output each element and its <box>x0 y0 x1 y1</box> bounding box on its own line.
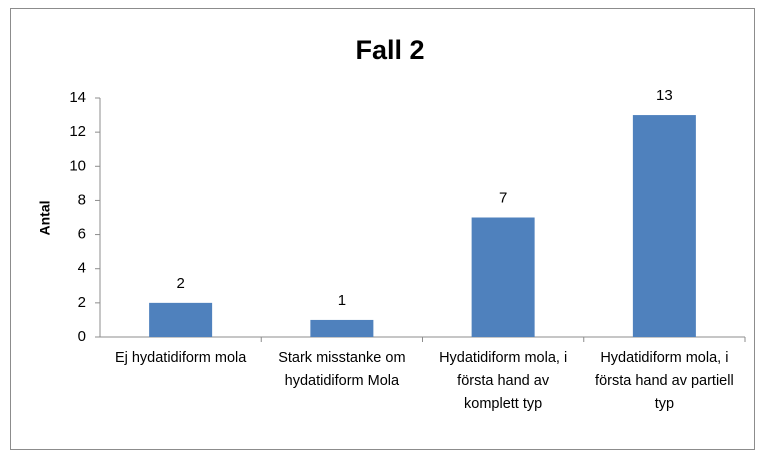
bar <box>471 217 535 337</box>
x-tick-label: Hydatidiform mola, i första hand av komp… <box>439 350 568 412</box>
chart-frame <box>10 8 755 450</box>
y-tick-label: 2 <box>78 294 86 311</box>
y-tick-label: 0 <box>78 328 86 345</box>
y-tick-label: 12 <box>69 123 86 140</box>
data-label: 13 <box>656 87 673 104</box>
x-tick-label: Ej hydatidiform mola <box>114 350 247 366</box>
bar <box>310 319 374 337</box>
data-label: 1 <box>338 292 346 309</box>
y-tick-label: 14 <box>69 89 86 106</box>
x-tick-label: Stark misstanke om hydatidiform Mola <box>278 350 406 389</box>
bar <box>149 302 213 337</box>
x-tick-label: Hydatidiform mola, i första hand av part… <box>595 350 734 412</box>
bar <box>632 115 696 337</box>
chart-title: Fall 2 <box>355 35 424 65</box>
y-tick-label: 10 <box>69 157 86 174</box>
data-label: 2 <box>176 275 184 292</box>
y-axis-label: Antal <box>37 201 53 236</box>
y-tick-label: 6 <box>78 226 86 243</box>
data-label: 7 <box>499 189 507 206</box>
y-tick-label: 8 <box>78 191 86 208</box>
y-tick-label: 4 <box>78 260 86 277</box>
